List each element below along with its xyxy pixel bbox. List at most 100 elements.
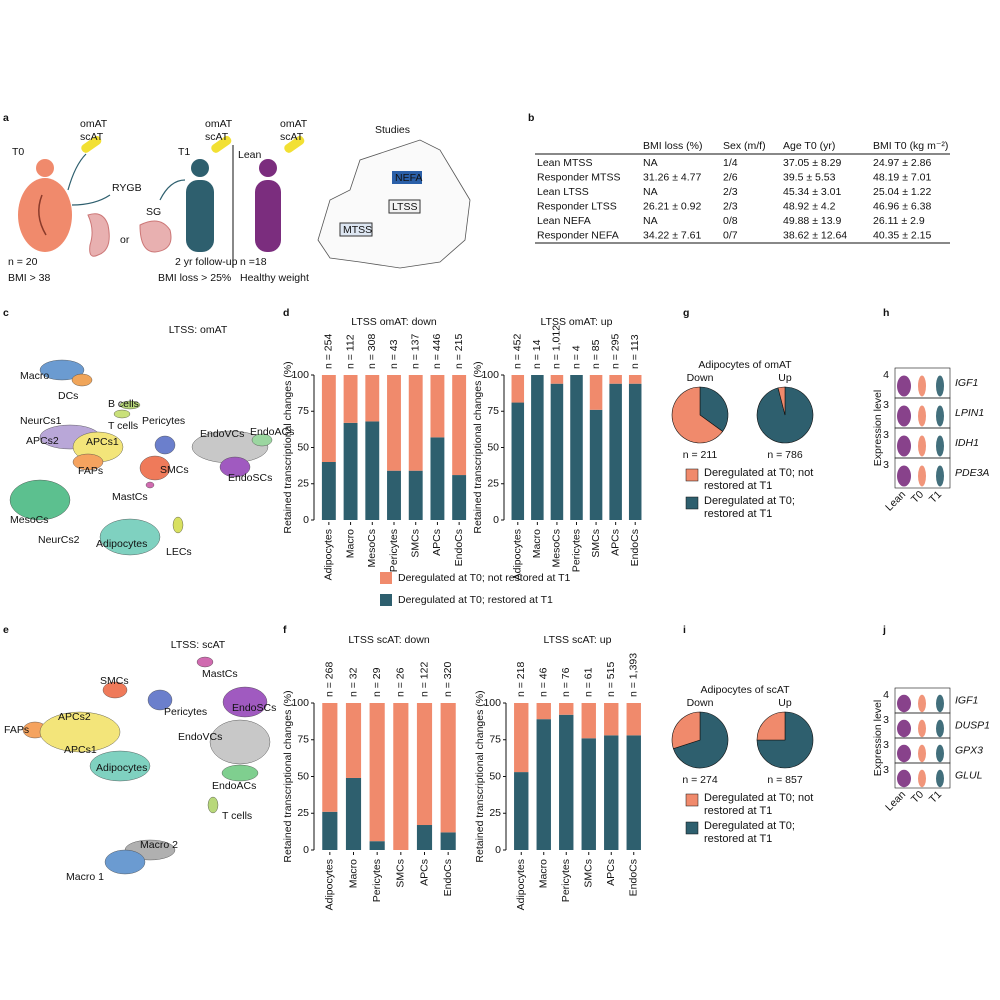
bar-segment	[343, 375, 358, 423]
arrow	[67, 153, 87, 191]
cluster	[119, 400, 141, 410]
bar-segment	[430, 375, 445, 438]
bar-segment	[440, 703, 456, 833]
table-cell: 34.22 ± 7.61	[643, 229, 701, 241]
bar-segment	[430, 437, 445, 520]
table-cell: Responder MTSS	[537, 171, 620, 183]
x-tick-label: APCs	[431, 529, 443, 556]
diagram-label: Studies	[375, 124, 410, 136]
bar-segment	[531, 375, 544, 520]
bar-segment	[581, 738, 596, 850]
table-cell: Lean MTSS	[537, 157, 592, 169]
violin	[918, 769, 926, 788]
table-cell: 31.26 ± 4.77	[643, 171, 701, 183]
n-label: n = 137	[409, 334, 421, 369]
axis-label: Expression level	[872, 700, 884, 776]
panel-letter: e	[3, 624, 9, 636]
chart-title: LTSS scAT: down	[348, 634, 429, 646]
bar-segment	[452, 375, 467, 476]
x-tick-label: Adipocytes	[324, 859, 336, 910]
map-label: NEFA	[395, 172, 422, 184]
cluster-label: MesoCs	[10, 514, 49, 526]
tube	[211, 135, 232, 153]
diagram-label: Lean	[238, 149, 262, 161]
cluster-label: T cells	[222, 810, 252, 822]
n-label: n = 76	[560, 667, 572, 697]
umap-title: LTSS: omAT	[169, 324, 228, 336]
y-tick-label: 75	[297, 734, 309, 746]
bar-segment	[321, 462, 336, 520]
bar-segment	[550, 383, 564, 520]
y-tick-label: 50	[297, 770, 309, 782]
bar-segment	[626, 735, 641, 850]
n-label: n = 308	[366, 334, 378, 369]
violin-row	[894, 762, 951, 789]
cluster	[71, 373, 93, 387]
legend-swatch	[685, 793, 699, 807]
bar-segment	[416, 703, 433, 826]
gene-label: IDH1	[955, 437, 979, 449]
diagram-label: scAT	[205, 131, 229, 143]
gene-label: DUSP1	[955, 719, 990, 731]
violin	[897, 719, 911, 738]
bar-segment	[393, 703, 409, 850]
cluster-label: FAPs	[4, 724, 29, 736]
group-label: Lean	[883, 488, 908, 513]
cluster	[145, 481, 155, 489]
cluster-label: MastCs	[202, 668, 238, 680]
x-tick-label: APCs	[605, 859, 617, 886]
axis-label: Retained transcriptional changes (%)	[474, 690, 486, 862]
bar-segment	[322, 811, 338, 850]
group-label: T0	[909, 788, 926, 805]
panel-letter: j	[882, 624, 886, 636]
y-tick-label: 100	[483, 697, 501, 709]
table-cell: 2/3	[723, 186, 738, 198]
y-tick-label: 0	[303, 844, 309, 856]
bar-segment	[628, 375, 642, 384]
n-label: n = 1,012	[551, 325, 563, 369]
cluster-label: T cells	[108, 420, 138, 432]
n-label: n = 215	[453, 334, 465, 369]
chart-title: LTSS omAT: down	[351, 316, 437, 328]
gene-label: LPIN1	[955, 407, 984, 419]
diagram-label: or	[120, 234, 130, 246]
gene-label: IGF1	[955, 377, 978, 389]
tick-label: 3	[883, 739, 889, 751]
table-header: Age T0 (yr)	[783, 140, 835, 152]
gene-label: PDE3A	[955, 467, 989, 479]
tick-label: 3	[883, 459, 889, 471]
x-tick-label: Pericytes	[560, 859, 572, 902]
table-cell: 2/3	[723, 200, 738, 212]
cluster-label: SMCs	[100, 675, 129, 687]
table-header: BMI T0 (kg m⁻²)	[873, 140, 948, 152]
panel-letter: g	[683, 307, 689, 319]
bar-segment	[511, 375, 525, 403]
diagram-label: BMI loss > 25%	[158, 272, 231, 284]
gene-label: GPX3	[955, 744, 983, 756]
y-tick-label: 100	[291, 369, 309, 381]
bar-segment	[321, 375, 336, 462]
cluster-label: Macro	[20, 370, 49, 382]
diagram-label: omAT	[280, 118, 308, 130]
cluster-label: Macro 2	[140, 839, 178, 851]
cluster	[9, 479, 71, 521]
violin	[936, 405, 944, 427]
y-tick-label: 50	[297, 441, 309, 453]
bar-segment	[343, 422, 358, 520]
n-label: n = 452	[512, 334, 524, 369]
map-box	[339, 222, 373, 237]
legend-label-box: Deregulated at T0; restored at T1	[704, 495, 795, 520]
cluster-label: Macro 1	[66, 871, 104, 883]
x-tick-label: APCs	[609, 529, 621, 556]
violin	[918, 719, 926, 738]
cluster	[251, 433, 273, 447]
violin	[936, 744, 944, 763]
bar-segment	[408, 470, 423, 520]
axis-label: Expression level	[872, 390, 884, 466]
tick-label: 3	[883, 429, 889, 441]
bar-segment	[609, 375, 622, 384]
legend-swatch	[380, 572, 392, 584]
panel-letter: b	[528, 112, 534, 124]
y-tick-label: 75	[487, 405, 499, 417]
cluster	[222, 686, 268, 718]
